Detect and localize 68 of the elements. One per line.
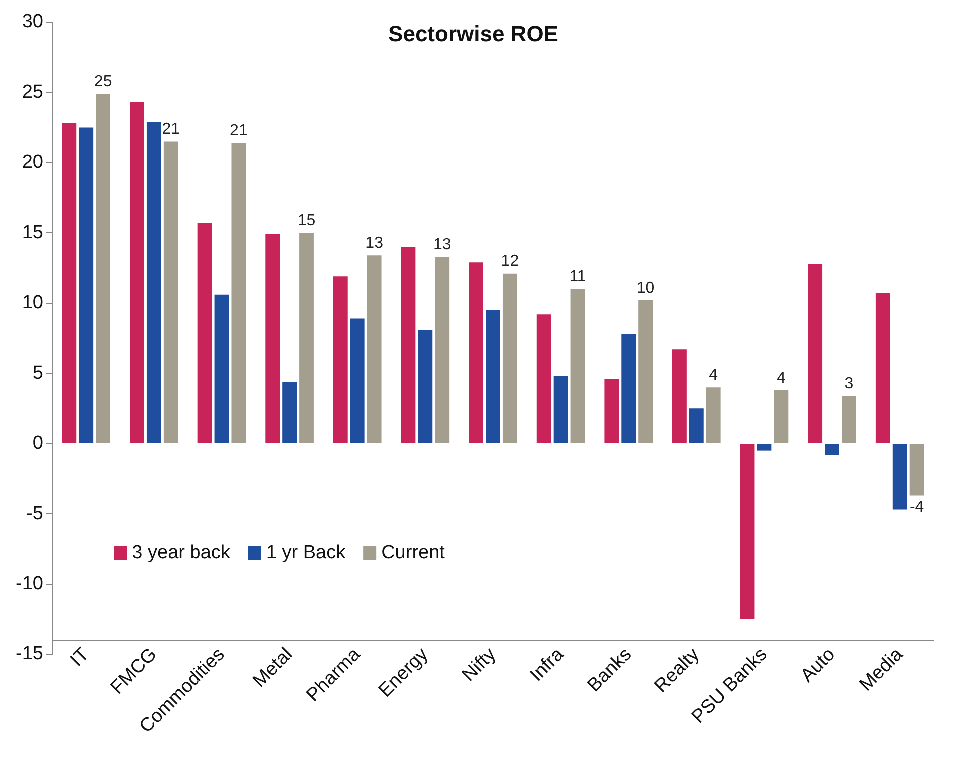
bar (418, 330, 433, 444)
y-tick-label: 10 (22, 292, 44, 314)
data-label: 10 (636, 280, 655, 297)
bar (96, 94, 111, 444)
data-label: 12 (501, 253, 520, 270)
bar (808, 264, 823, 444)
y-tick-label: 20 (22, 152, 44, 174)
bar (333, 276, 348, 444)
bar (622, 334, 636, 444)
y-tick-label: 0 (32, 433, 44, 454)
bar (706, 388, 721, 444)
data-label: 3 (844, 375, 854, 392)
x-tick-label: IT (66, 644, 94, 672)
bar (79, 128, 94, 444)
y-tick-label: -5 (26, 503, 44, 524)
bar (146, 122, 162, 444)
bar (842, 396, 856, 444)
bar (62, 124, 77, 444)
data-label: 25 (94, 73, 112, 90)
data-label: 15 (298, 212, 316, 230)
data-label: 13 (433, 236, 452, 254)
y-tick-label: -15 (16, 644, 44, 665)
bar (604, 379, 620, 444)
bar (486, 310, 500, 444)
bar (350, 318, 365, 444)
bar (198, 223, 212, 444)
y-tick-label: -10 (16, 573, 44, 594)
bar (554, 376, 568, 444)
bar (232, 143, 246, 444)
bar (910, 444, 924, 496)
legend-label: 3 year back (132, 542, 231, 564)
bar (689, 408, 704, 444)
bar (300, 233, 314, 444)
legend-label: 1 yr Back (266, 542, 346, 564)
data-label: 21 (162, 121, 180, 138)
bar (469, 262, 484, 444)
data-label: 13 (366, 234, 384, 252)
data-label: 11 (570, 268, 586, 286)
bar (672, 350, 687, 444)
data-label: 21 (230, 122, 248, 140)
bar (502, 274, 518, 444)
chart-title: Sectorwise ROE (388, 22, 558, 47)
bar (367, 256, 382, 444)
bar (774, 390, 789, 444)
bar (757, 444, 772, 451)
bar (740, 444, 755, 620)
data-label: 4 (776, 370, 786, 387)
legend-label: Current (382, 542, 446, 564)
bar (536, 314, 552, 444)
bar (282, 382, 298, 444)
y-tick-label: 5 (32, 362, 44, 384)
bar (214, 294, 230, 444)
bar (638, 300, 654, 444)
y-tick-label: 25 (22, 82, 44, 103)
bar (892, 444, 908, 510)
bar (876, 293, 890, 444)
y-tick-label: 15 (22, 222, 44, 244)
bar (570, 289, 586, 444)
bar (401, 247, 416, 444)
bar (266, 234, 280, 444)
data-label: 4 (709, 367, 718, 384)
y-tick-label: 30 (22, 12, 44, 33)
bar (164, 142, 178, 444)
bar (825, 444, 840, 456)
bar (435, 256, 450, 444)
bar (130, 102, 144, 444)
data-label: -4 (910, 499, 924, 516)
x-tick-label: Infra (526, 644, 569, 686)
